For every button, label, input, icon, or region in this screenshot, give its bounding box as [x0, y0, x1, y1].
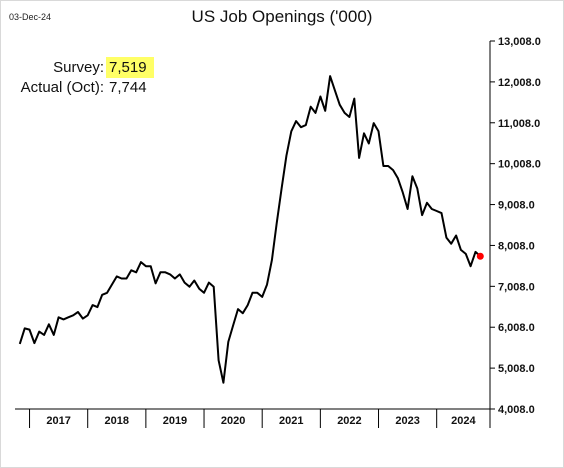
y-axis: 13,008.0 12,008.0 11,008.0 10,008.0 9,008.0 8… — [489, 36, 541, 416]
survey-value: 7,519 — [106, 57, 154, 78]
y-tick-label: 7,008.0 — [498, 281, 535, 293]
x-tick-label: 2024 — [451, 415, 476, 427]
plot-area — [18, 75, 484, 384]
chart-title: US Job Openings ('000) — [191, 7, 373, 26]
actual-value: 7,744 — [109, 79, 147, 96]
y-tick-label: 12,008.0 — [498, 77, 541, 89]
report-date: 03-Dec-24 — [9, 12, 52, 22]
x-axis: 2017 2018 2019 2020 2021 2022 2023 2024 — [15, 408, 491, 428]
x-tick-label: 2017 — [46, 415, 70, 427]
y-tick-label: 11,008.0 — [498, 118, 540, 130]
y-tick-label: 9,008.0 — [498, 200, 535, 212]
y-tick-label: 13,008.0 — [498, 36, 541, 48]
y-tick-label: 4,008.0 — [498, 404, 535, 416]
x-tick-label: 2021 — [279, 415, 303, 427]
x-tick-label: 2020 — [221, 415, 245, 427]
x-tick-label: 2022 — [337, 415, 361, 427]
y-tick-label: 6,008.0 — [498, 322, 535, 334]
x-tick-label: 2019 — [163, 415, 187, 427]
y-tick-label: 5,008.0 — [498, 363, 535, 375]
y-tick-label: 10,008.0 — [498, 159, 541, 171]
x-tick-label: 2023 — [395, 415, 419, 427]
x-tick-label: 2018 — [105, 415, 129, 427]
latest-point-marker — [476, 252, 484, 260]
job-openings-line — [18, 75, 481, 384]
y-tick-label: 8,008.0 — [498, 240, 535, 252]
actual-label: Actual (Oct): — [20, 79, 104, 96]
survey-label: Survey: — [53, 59, 104, 76]
